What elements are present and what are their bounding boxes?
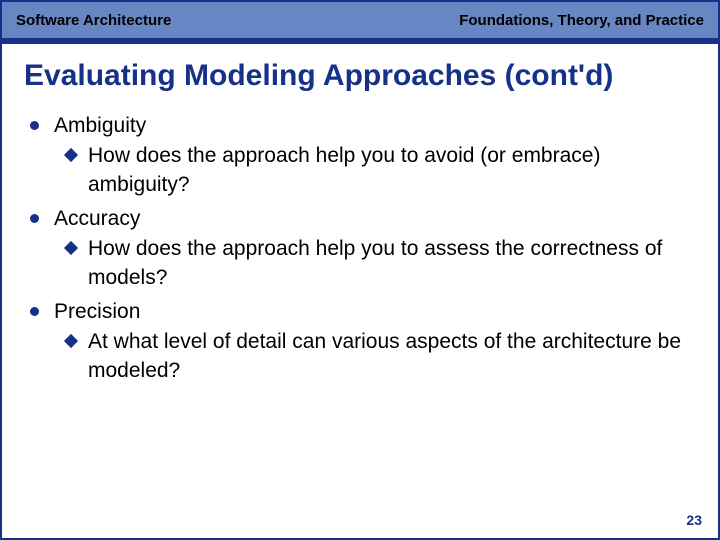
bullet-label: Ambiguity <box>54 114 146 137</box>
list-item: Accuracy How does the approach help you … <box>54 205 696 292</box>
bullet-label: Precision <box>54 300 140 323</box>
sub-list: At what level of detail can various aspe… <box>54 328 696 385</box>
page-number: 23 <box>686 512 702 528</box>
sub-item: At what level of detail can various aspe… <box>88 328 696 385</box>
sub-list: How does the approach help you to avoid … <box>54 142 696 199</box>
slide-title: Evaluating Modeling Approaches (cont'd) <box>24 58 696 94</box>
slide: Software Architecture Foundations, Theor… <box>0 0 720 540</box>
bullet-list: Ambiguity How does the approach help you… <box>24 112 696 385</box>
header-left: Software Architecture <box>16 12 171 29</box>
sub-item: How does the approach help you to avoid … <box>88 142 696 199</box>
list-item: Precision At what level of detail can va… <box>54 298 696 385</box>
header-right: Foundations, Theory, and Practice <box>459 12 704 29</box>
content-area: Evaluating Modeling Approaches (cont'd) … <box>2 44 718 385</box>
bullet-label: Accuracy <box>54 207 140 230</box>
list-item: Ambiguity How does the approach help you… <box>54 112 696 199</box>
sub-item: How does the approach help you to assess… <box>88 235 696 292</box>
header-bar: Software Architecture Foundations, Theor… <box>2 2 718 38</box>
sub-list: How does the approach help you to assess… <box>54 235 696 292</box>
